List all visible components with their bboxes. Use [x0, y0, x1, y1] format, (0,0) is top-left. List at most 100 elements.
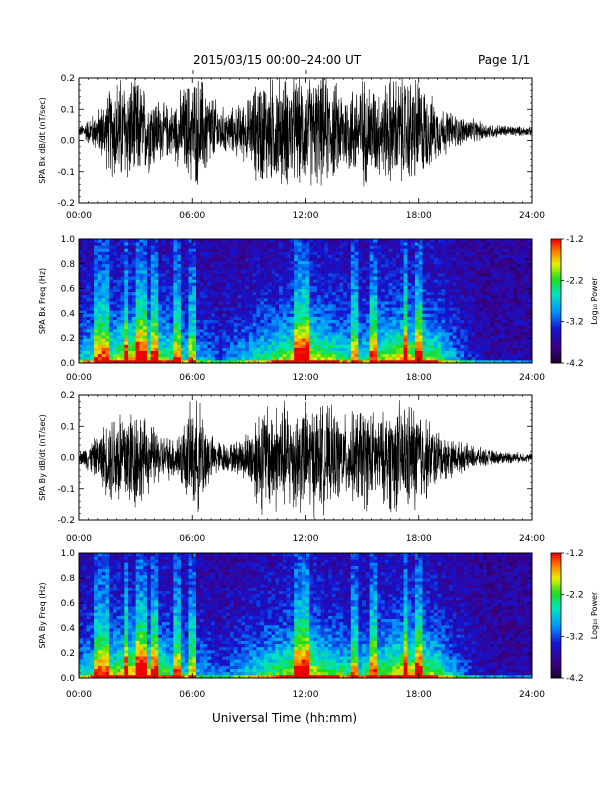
spectrogram-cell — [407, 344, 412, 348]
spectrogram-cell — [267, 263, 272, 268]
spectrogram-cell — [479, 313, 484, 317]
spectrogram-cell — [520, 332, 525, 336]
spectrogram-cell — [407, 335, 412, 339]
spectrogram-cell — [146, 325, 152, 330]
spectrogram-cell — [335, 273, 340, 277]
spectrogram-cell — [305, 313, 310, 317]
spectrogram-cell — [218, 304, 223, 308]
spectrogram-cell — [396, 270, 401, 274]
spectrogram-cell — [86, 242, 91, 246]
spectrogram-cell — [116, 248, 121, 252]
spectrogram-cell — [407, 341, 412, 345]
spectrogram-cell — [252, 359, 257, 364]
spectrogram-cell — [241, 297, 246, 302]
spectrogram-cell — [177, 359, 182, 364]
spectrogram-cell — [199, 270, 204, 274]
spectrogram-cell — [86, 356, 91, 361]
spectrogram-cell — [471, 273, 476, 277]
spectrogram-cell — [452, 341, 457, 345]
spectrogram-cell — [192, 294, 197, 299]
spectrogram-cell — [218, 282, 223, 286]
spectrogram-cell — [154, 239, 159, 243]
spectrogram-cell — [445, 356, 450, 361]
spectrogram-cell — [222, 291, 227, 296]
spectrogram-cell — [358, 285, 363, 289]
spectrogram-cell — [335, 356, 340, 361]
spectrogram-cell — [222, 270, 227, 274]
spectrogram-cell — [482, 260, 488, 265]
spectrogram-cell — [335, 242, 340, 246]
spectrogram-cell — [505, 294, 510, 299]
spectrogram-cell — [260, 325, 265, 330]
spectrogram-cell — [290, 245, 295, 249]
spectrogram-cell — [82, 251, 87, 255]
spectrogram-cell — [233, 356, 238, 361]
spectrogram-cell — [524, 307, 529, 311]
spectrogram-cell — [297, 353, 303, 358]
spectrogram-cell — [479, 338, 484, 342]
spectrogram-cell — [169, 332, 174, 336]
spectrogram-cell — [445, 257, 450, 262]
spectrogram-cell — [524, 251, 529, 255]
spectrogram-cell — [384, 279, 389, 283]
spectrogram-cell — [203, 294, 208, 299]
spectrogram-cell — [316, 328, 321, 333]
spectrogram-cell — [237, 307, 242, 311]
colorbar-segment — [551, 328, 561, 332]
spectrogram-cell — [94, 276, 99, 280]
spectrogram-cell — [396, 359, 401, 364]
spectrogram-cell — [384, 245, 389, 249]
spectrogram-cell — [369, 263, 374, 268]
spectrogram-cell — [237, 332, 242, 336]
spectrogram-cell — [516, 251, 522, 255]
spectrogram-cell — [414, 332, 420, 336]
spectrogram-cell — [464, 332, 469, 336]
spectrogram-cell — [328, 276, 333, 280]
spectrogram-cell — [260, 260, 265, 265]
spectrogram-cell — [79, 341, 84, 345]
spectrogram-cell — [294, 279, 299, 283]
spectrogram-cell — [313, 328, 318, 333]
spectrogram-cell — [82, 242, 87, 246]
spectrogram-cell — [218, 310, 223, 314]
spectrogram-cell — [433, 322, 439, 327]
spectrogram-cell — [112, 353, 118, 358]
spectrogram-cell — [165, 266, 170, 271]
spectrogram-cell — [184, 276, 189, 280]
spectrogram-cell — [279, 304, 284, 308]
spectrogram-cell — [267, 359, 272, 364]
spectrogram-cell — [90, 347, 95, 351]
spectrogram-cell — [248, 263, 254, 268]
spectrogram-cell — [426, 242, 431, 246]
spectrogram-cell — [297, 350, 303, 355]
spectrogram-cell — [377, 294, 382, 299]
spectrogram-cell — [256, 332, 261, 336]
spectrogram-cell — [207, 257, 212, 262]
spectrogram-cell — [154, 273, 159, 277]
spectrogram-cell — [150, 257, 155, 262]
spectrogram-cell — [347, 322, 352, 327]
spectrogram-cell — [339, 279, 344, 283]
spectrogram-cell — [207, 263, 212, 268]
spectrogram-cell — [396, 279, 401, 283]
spectrogram-cell — [124, 335, 129, 339]
spectrogram-cell — [101, 353, 106, 358]
spectrogram-cell — [214, 239, 220, 243]
spectrogram-cell — [498, 353, 503, 358]
spectrogram-cell — [407, 270, 412, 274]
spectrogram-cell — [177, 266, 182, 271]
spectrogram-cell — [452, 242, 457, 246]
spectrogram-cell — [328, 335, 333, 339]
spectrogram-cell — [437, 316, 442, 320]
spectrogram-cell — [501, 294, 506, 299]
spectrogram-cell — [245, 260, 250, 265]
spectrogram-cell — [252, 338, 257, 342]
spectrogram-cell — [128, 338, 133, 342]
spectrogram-cell — [267, 338, 272, 342]
spectrogram-cell — [399, 291, 405, 296]
spectrogram-cell — [192, 239, 197, 243]
spectrogram-cell — [120, 325, 125, 330]
spectrogram-cell — [316, 350, 321, 355]
spectrogram-cell — [297, 332, 303, 336]
spectrogram-cell — [97, 344, 103, 348]
